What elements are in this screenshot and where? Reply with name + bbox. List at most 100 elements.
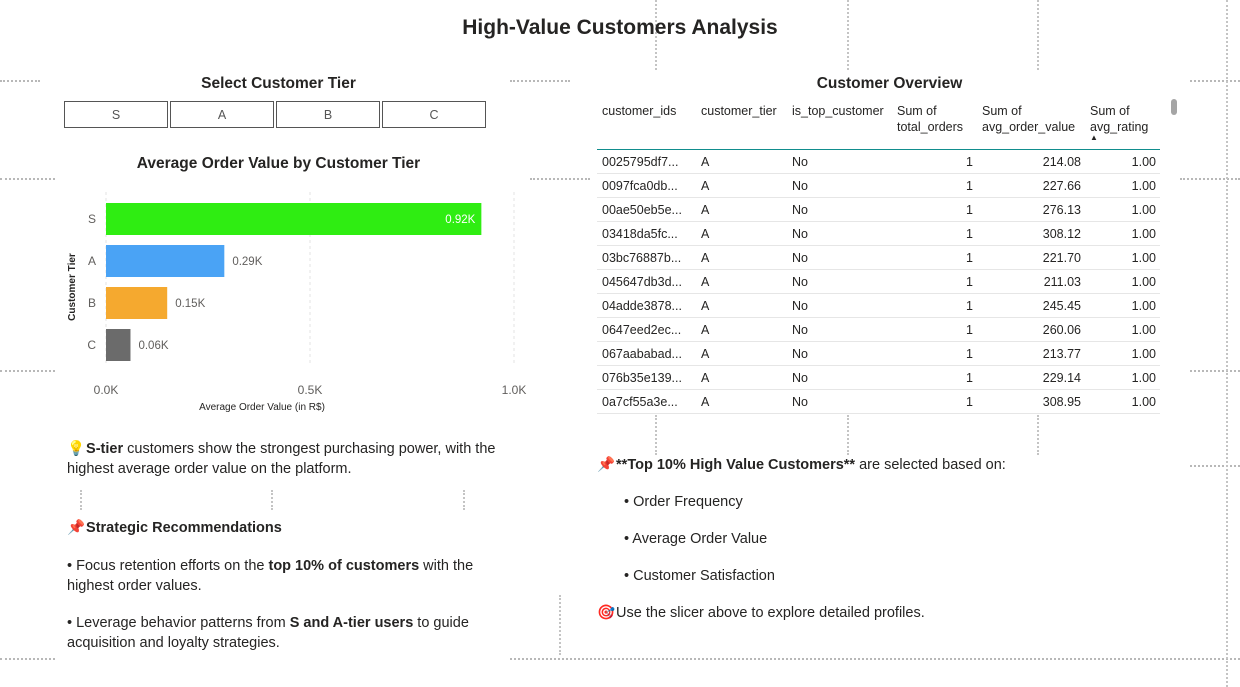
table-row[interactable]: 067aababad... A No 1 213.77 1.00 — [597, 341, 1160, 366]
insight-note: 💡 S-tier customers show the strongest pu… — [67, 439, 497, 479]
data-label: 0.92K — [445, 214, 475, 226]
table-cell: 1.00 — [1085, 293, 1160, 318]
recommendation-2-text: • Leverage behavior patterns from — [67, 615, 290, 631]
recommendation-1-highlight: top 10% of customers — [268, 558, 420, 574]
slicer-title: Select Customer Tier — [201, 75, 356, 92]
table-cell: 276.13 — [977, 197, 1085, 222]
tier-option-a[interactable]: A — [170, 101, 274, 128]
table-cell: 04adde3878... — [597, 293, 696, 318]
table-row[interactable]: 03418da5fc... A No 1 308.12 1.00 — [597, 221, 1160, 246]
table-cell: A — [696, 341, 787, 366]
recommendation-2-highlight: S and A-tier users — [289, 615, 414, 631]
canvas-dots — [0, 80, 40, 84]
column-header-customer-tier[interactable]: customer_tier — [701, 104, 777, 118]
tier-option-c[interactable]: C — [382, 101, 486, 128]
tier-slicer: S A B C — [64, 101, 486, 128]
table-header-row: customer_ids customer_tier is_top_custom… — [597, 100, 1160, 150]
explore-note: 🎯 Use the slicer above to explore detail… — [597, 603, 1157, 623]
table-cell: A — [696, 269, 787, 294]
canvas-dots — [0, 658, 55, 662]
table-scrollbar[interactable] — [1171, 99, 1177, 115]
canvas-dots — [271, 490, 275, 510]
table-cell: 00ae50eb5e... — [597, 197, 696, 222]
table-cell: 03bc76887b... — [597, 245, 696, 270]
table-cell: 045647db3d... — [597, 269, 696, 294]
table-row[interactable]: 076b35e139... A No 1 229.14 1.00 — [597, 365, 1160, 390]
recommendation-2-rest: to guide acquisition and loyalty strateg… — [67, 615, 469, 651]
criteria-item: • Average Order Value — [624, 531, 768, 547]
column-header-is-top-customer[interactable]: is_top_customer — [792, 104, 884, 118]
bar-s[interactable] — [106, 203, 482, 235]
table-cell: No — [787, 245, 892, 270]
table-cell: 1 — [892, 341, 977, 366]
table-cell: No — [787, 149, 892, 174]
recommendation-1: • Focus retention efforts on the top 10%… — [67, 556, 497, 596]
table-cell: 0025795df7... — [597, 149, 696, 174]
bar-chart[interactable]: 0.0K 0.5K 1.0K Average Order Value (in R$) C… — [60, 182, 540, 417]
y-tick-label: B — [88, 296, 96, 310]
canvas-dots — [0, 370, 55, 374]
table-row[interactable]: 00ae50eb5e... A No 1 276.13 1.00 — [597, 197, 1160, 222]
table-cell: No — [787, 365, 892, 390]
table-cell: No — [787, 317, 892, 342]
table-cell: 0647eed2ec... — [597, 317, 696, 342]
target-icon: 🎯 — [597, 605, 616, 621]
column-header-avg-order-value[interactable]: Sum of avg_order_value — [982, 104, 1076, 134]
table-row[interactable]: 0025795df7... A No 1 214.08 1.00 — [597, 149, 1160, 174]
customer-table[interactable]: customer_ids customer_tier is_top_custom… — [597, 100, 1160, 414]
pushpin-icon: 📌 — [67, 520, 86, 536]
recommendation-1-rest: with the highest order values. — [67, 558, 474, 594]
table-cell: 1.00 — [1085, 173, 1160, 198]
table-cell: 211.03 — [977, 269, 1085, 294]
table-row[interactable]: 0097fca0db... A No 1 227.66 1.00 — [597, 173, 1160, 198]
bar-a[interactable] — [106, 245, 225, 277]
tier-option-s[interactable]: S — [64, 101, 168, 128]
column-header-total-orders[interactable]: Sum of total_orders — [897, 104, 964, 134]
table-cell: 308.12 — [977, 221, 1085, 246]
bar-b[interactable] — [106, 287, 168, 319]
bar-c[interactable] — [106, 329, 131, 361]
table-cell: 1 — [892, 173, 977, 198]
table-row[interactable]: 03bc76887b... A No 1 221.70 1.00 — [597, 245, 1160, 270]
canvas-dots — [510, 80, 570, 84]
table-cell: 03418da5fc... — [597, 221, 696, 246]
x-axis-title: Average Order Value (in R$) — [199, 402, 325, 413]
criteria-item: • Order Frequency — [624, 494, 743, 510]
table-cell: 067aababad... — [597, 341, 696, 366]
table-row[interactable]: 0a7cf55a3e... A No 1 308.95 1.00 — [597, 389, 1160, 414]
table-cell: 1.00 — [1085, 245, 1160, 270]
canvas-dots — [1037, 0, 1041, 70]
table-title: Customer Overview — [816, 75, 963, 92]
column-header-avg-rating[interactable]: Sum of avg_rating ▲ — [1085, 100, 1160, 150]
table-row[interactable]: 0647eed2ec... A No 1 260.06 1.00 — [597, 317, 1160, 342]
sort-ascending-icon: ▲ — [1090, 133, 1098, 142]
y-axis-title: Customer Tier — [67, 253, 78, 321]
table-cell: 1 — [892, 221, 977, 246]
insight-text: customers show the strongest purchasing … — [67, 441, 496, 477]
table-cell: 1 — [892, 269, 977, 294]
top-customers-highlight: **Top 10% High Value Customers** — [616, 457, 856, 473]
tier-option-b[interactable]: B — [276, 101, 380, 128]
table-cell: 1 — [892, 389, 977, 414]
table-cell: 308.95 — [977, 389, 1085, 414]
y-tick-label: C — [87, 338, 96, 352]
table-cell: A — [696, 245, 787, 270]
table-cell: 260.06 — [977, 317, 1085, 342]
column-header-customer-ids[interactable]: customer_ids — [602, 104, 677, 118]
table-row[interactable]: 04adde3878... A No 1 245.45 1.00 — [597, 293, 1160, 318]
data-label: 0.06K — [138, 340, 168, 352]
insight-highlight: S-tier — [86, 441, 124, 457]
canvas-dots — [559, 595, 563, 655]
canvas-dots — [1180, 178, 1240, 182]
table-cell: No — [787, 269, 892, 294]
column-header-avg-rating-label: Sum of avg_rating — [1090, 104, 1149, 134]
y-tick-label: A — [88, 254, 96, 268]
table-cell: A — [696, 197, 787, 222]
table-cell: A — [696, 389, 787, 414]
table-cell: 1 — [892, 245, 977, 270]
table-cell: 1.00 — [1085, 341, 1160, 366]
canvas-dots — [1037, 415, 1041, 455]
table-cell: 221.70 — [977, 245, 1085, 270]
table-row[interactable]: 045647db3d... A No 1 211.03 1.00 — [597, 269, 1160, 294]
criteria-item: • Customer Satisfaction — [624, 568, 775, 584]
